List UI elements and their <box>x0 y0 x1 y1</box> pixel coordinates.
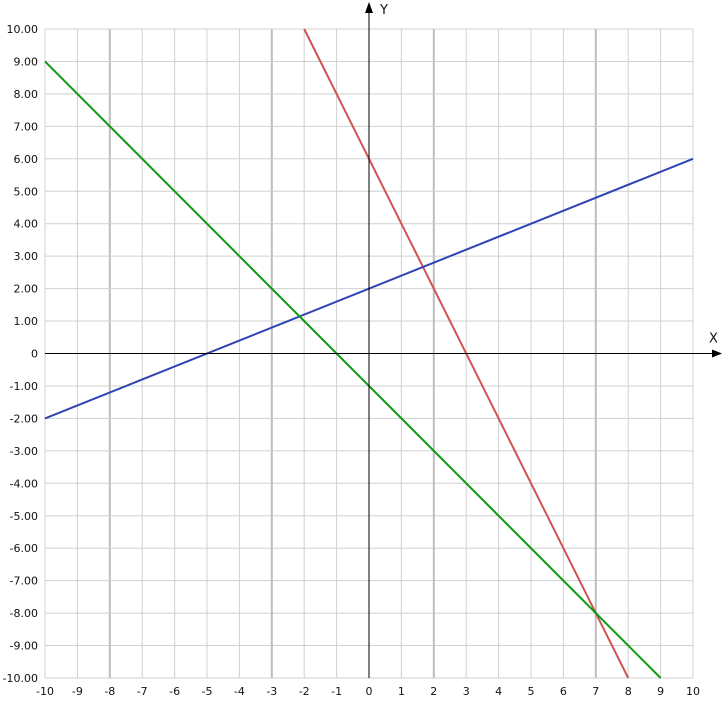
x-tick-label: 10 <box>686 685 700 698</box>
axes: X Y <box>45 2 722 678</box>
x-axis-arrow-icon <box>712 349 722 358</box>
x-tick-label: 0 <box>366 685 373 698</box>
y-tick-label: -1.00 <box>10 380 38 393</box>
x-tick-label: 9 <box>657 685 664 698</box>
x-tick-labels: -10 -9 -8 -7 -6 -5 -4 -3 -2 -1 0 1 2 3 4 5 6 7 8 9 10 <box>36 685 700 698</box>
y-tick-label: 5.00 <box>14 185 39 198</box>
y-tick-label: -4.00 <box>10 477 38 490</box>
x-tick-label: 6 <box>560 685 567 698</box>
y-tick-label: 6.00 <box>14 153 39 166</box>
x-tick-label: 1 <box>398 685 405 698</box>
x-tick-label: 4 <box>495 685 502 698</box>
y-tick-label: 3.00 <box>14 250 39 263</box>
x-tick-label: 7 <box>592 685 599 698</box>
x-tick-label: -4 <box>234 685 245 698</box>
x-tick-label: 8 <box>625 685 632 698</box>
y-tick-label: 1.00 <box>14 315 39 328</box>
x-tick-label: -5 <box>202 685 213 698</box>
x-tick-label: -6 <box>169 685 180 698</box>
y-tick-label: -5.00 <box>10 510 38 523</box>
x-tick-label: 3 <box>463 685 470 698</box>
y-tick-label: 8.00 <box>14 88 39 101</box>
y-tick-label: 4.00 <box>14 218 39 231</box>
y-tick-label: -10.00 <box>3 672 38 685</box>
series-line-3 <box>44 60 662 679</box>
y-tick-label: -7.00 <box>10 575 38 588</box>
y-axis-arrow-icon <box>365 2 373 13</box>
x-tick-label: -9 <box>72 685 83 698</box>
y-tick-label: -2.00 <box>10 412 38 425</box>
x-tick-label: -2 <box>299 685 310 698</box>
x-tick-label: -8 <box>104 685 115 698</box>
x-tick-label: -10 <box>36 685 54 698</box>
x-axis-label: X <box>709 332 718 347</box>
x-tick-label: -7 <box>137 685 148 698</box>
y-tick-label: -9.00 <box>10 640 38 653</box>
x-tick-label: 5 <box>528 685 535 698</box>
y-tick-label: 0 <box>31 348 38 361</box>
y-tick-label: 7.00 <box>14 120 39 133</box>
x-tick-label: -3 <box>266 685 277 698</box>
y-tick-label: -3.00 <box>10 445 38 458</box>
y-tick-label: 9.00 <box>14 55 39 68</box>
y-tick-label: -6.00 <box>10 542 38 555</box>
y-tick-label: -8.00 <box>10 607 38 620</box>
y-tick-labels: -10.00 -9.00 -8.00 -7.00 -6.00 -5.00 -4.00 -3.0… <box>3 23 38 685</box>
y-tick-label: 10.00 <box>7 23 39 36</box>
y-tick-label: 2.00 <box>14 283 39 296</box>
y-axis-label: Y <box>379 3 388 18</box>
x-tick-label: -1 <box>331 685 342 698</box>
x-tick-label: 2 <box>430 685 437 698</box>
